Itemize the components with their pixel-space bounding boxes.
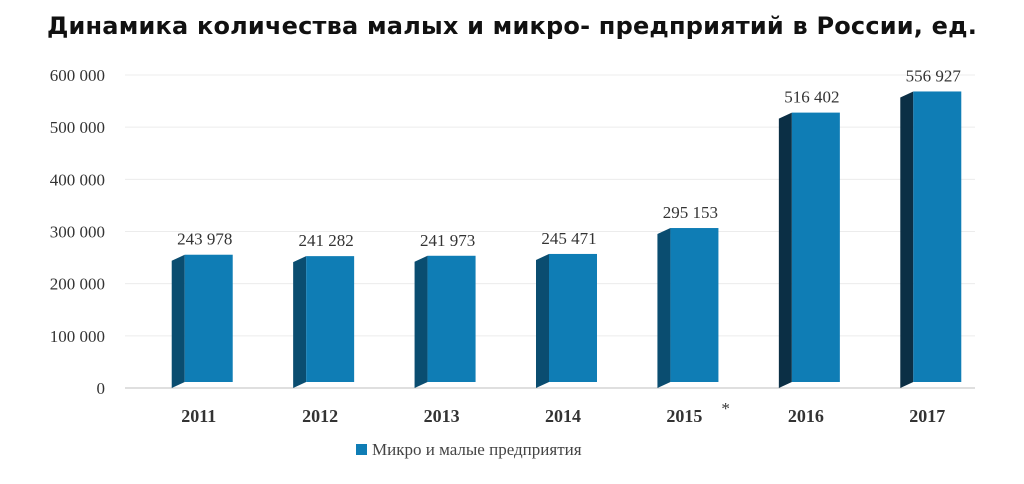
legend-swatch xyxy=(356,444,367,455)
bar-side xyxy=(900,91,914,388)
data-label: 241 282 xyxy=(299,231,354,250)
data-label: 295 153 xyxy=(663,203,718,222)
data-label: 245 471 xyxy=(541,229,596,248)
bar-front xyxy=(670,228,719,382)
bar-2015: 295 153 xyxy=(657,203,719,388)
bar-side xyxy=(657,228,671,388)
y-tick-label: 300 000 xyxy=(50,223,105,242)
chart-title: Динамика количества малых и микро- предп… xyxy=(46,12,978,40)
bar-2017: 556 927 xyxy=(900,66,961,388)
annotation-asterisk: * xyxy=(721,399,730,418)
bar-front xyxy=(791,112,840,382)
data-label: 241 973 xyxy=(420,231,475,250)
x-tick-label: 2017 xyxy=(909,406,945,426)
bar-front xyxy=(549,253,597,382)
data-label: 243 978 xyxy=(177,230,232,249)
y-tick-label: 500 000 xyxy=(50,118,105,137)
y-tick-label: 200 000 xyxy=(50,275,105,294)
bar-front xyxy=(306,256,355,382)
y-tick-label: 600 000 xyxy=(50,66,105,85)
bar-2012: 241 282 xyxy=(293,231,355,388)
bar-2016: 516 402 xyxy=(778,88,840,388)
x-tick-label: 2012 xyxy=(302,406,338,426)
bar-side xyxy=(293,256,307,388)
bar-side xyxy=(171,254,185,388)
x-axis-labels: 2011 2012 2013 2014 2015 2016 2017 xyxy=(181,406,945,426)
x-tick-label: 2016 xyxy=(788,406,824,426)
bar-2014: 245 471 xyxy=(536,229,597,388)
data-label: 516 402 xyxy=(784,88,839,107)
data-label: 556 927 xyxy=(906,66,962,85)
bar-front xyxy=(913,91,962,382)
y-axis-ticks: 0 100 000 200 000 300 000 400 000 500 000 600 … xyxy=(50,66,105,398)
bars: 243 978 241 282 241 973 245 471 295 153 516 4… xyxy=(171,66,961,388)
x-tick-label: 2014 xyxy=(545,406,581,426)
y-tick-label: 0 xyxy=(97,379,106,398)
bar-2013: 241 973 xyxy=(414,231,476,388)
bar-front xyxy=(184,254,233,382)
x-tick-label: 2011 xyxy=(181,406,216,426)
bar-side xyxy=(536,253,549,388)
bar-side xyxy=(414,255,428,388)
bar-front xyxy=(427,255,476,382)
x-tick-label: 2015 xyxy=(666,406,702,426)
x-tick-label: 2013 xyxy=(424,406,460,426)
legend-label: Микро и малые предприятия xyxy=(372,440,582,459)
y-tick-label: 400 000 xyxy=(50,170,105,189)
y-tick-label: 100 000 xyxy=(50,327,105,346)
bar-side xyxy=(778,112,792,388)
bar-2011: 243 978 xyxy=(171,230,233,388)
legend: Микро и малые предприятия xyxy=(356,440,582,459)
